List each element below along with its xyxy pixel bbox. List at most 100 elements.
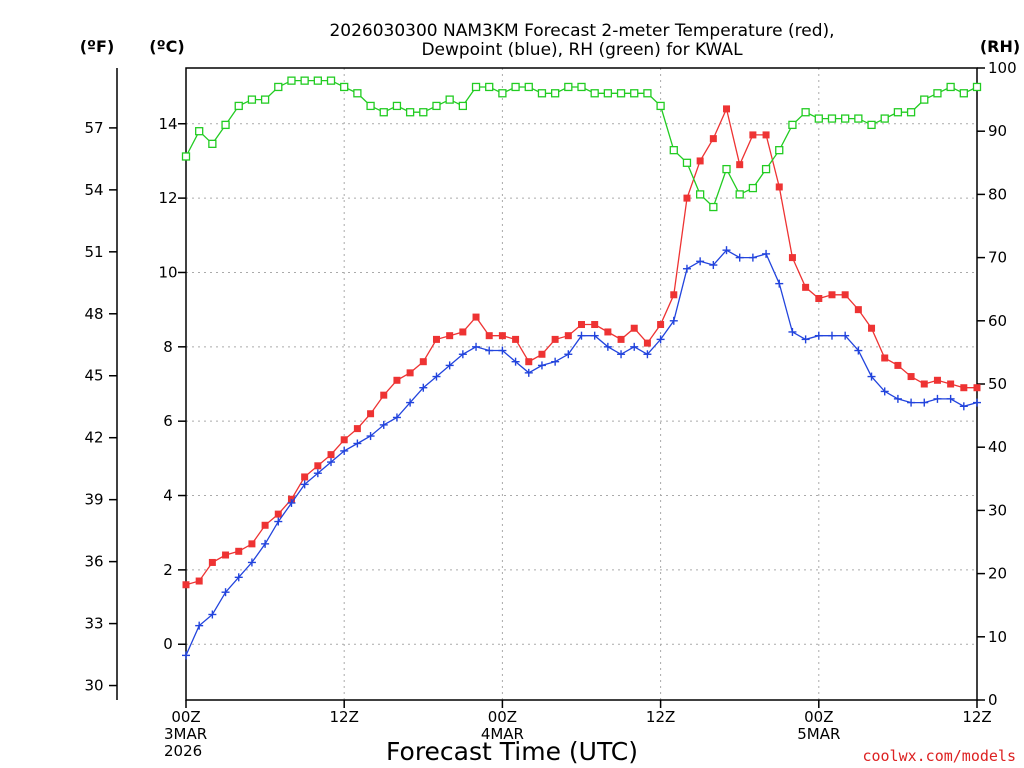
fahrenheit-tick-label: 39	[84, 491, 103, 509]
rh-point	[274, 82, 283, 92]
temperature-point	[881, 354, 889, 362]
rh-point	[709, 202, 718, 212]
dewpoint-point	[920, 398, 929, 407]
rh-point	[260, 95, 270, 104]
rh-tick-label: 60	[988, 312, 1007, 330]
x-tick-label: 2026	[164, 742, 202, 760]
rh-point	[880, 114, 889, 123]
temperature-point	[261, 521, 269, 529]
rh-point	[682, 158, 692, 167]
temperature-point	[367, 410, 375, 418]
dewpoint-point	[801, 335, 810, 344]
x-tick-label: 00Z	[804, 708, 833, 726]
rh-tick-label: 100	[988, 59, 1017, 77]
temperature-point	[788, 254, 796, 262]
rh-point	[550, 89, 560, 98]
rh-point	[485, 82, 494, 92]
x-tick-label: 3MAR	[164, 725, 207, 743]
dewpoint-point	[630, 342, 639, 351]
rh-point	[181, 152, 191, 161]
rh-point	[972, 82, 982, 92]
rh-point	[893, 108, 903, 117]
plot-frame	[185, 67, 978, 701]
rh-point	[379, 108, 388, 117]
temperature-point	[380, 391, 388, 399]
fahrenheit-tick-label: 42	[84, 429, 103, 447]
rh-point	[287, 76, 296, 85]
rh-point	[458, 101, 468, 111]
rh-tick-label: 50	[988, 375, 1007, 393]
temperature-point	[551, 335, 559, 343]
temperature-point	[591, 321, 599, 329]
x-tick-label: 4MAR	[481, 725, 524, 743]
fahrenheit-unit-label: (ºF)	[80, 37, 115, 56]
dewpoint-point	[406, 398, 415, 407]
temperature-point	[446, 332, 454, 340]
dewpoint-point	[458, 350, 467, 359]
dewpoint-point	[313, 469, 322, 478]
rh-point	[326, 76, 336, 85]
rh-point	[656, 101, 665, 111]
temperature-point	[485, 332, 493, 340]
rh-point	[946, 82, 955, 92]
dewpoint-point	[261, 539, 270, 548]
temperature-point	[222, 551, 230, 559]
rh-point	[353, 89, 362, 98]
dewpoint-point	[656, 335, 665, 344]
dewpoint-point	[973, 398, 981, 407]
dewpoint-point	[880, 387, 889, 396]
tick-labels: 0 2 4 6 8 10 12 14 30 33 36 39 42 45 48 51 54 57 0 10 20 30 40…	[84, 59, 1016, 760]
temperature-point	[775, 183, 783, 191]
dewpoint-point	[682, 264, 691, 273]
rh-point	[775, 146, 784, 155]
temperature-point	[841, 291, 849, 299]
rh-point	[761, 164, 771, 174]
rh-point	[340, 82, 349, 92]
dewpoint-point	[696, 257, 705, 266]
rh-tick-label: 0	[988, 691, 998, 709]
temperature-point	[235, 547, 243, 555]
rh-tick-label: 40	[988, 438, 1007, 456]
rh-tick-label: 30	[988, 501, 1007, 519]
rh-point	[920, 95, 929, 104]
x-tick-label: 00Z	[488, 708, 517, 726]
celsius-tick-label: 8	[163, 338, 173, 356]
dewpoint-point	[432, 372, 441, 381]
rh-tick-label: 80	[988, 185, 1007, 203]
dewpoint-point	[907, 398, 916, 407]
dewpoint-point	[722, 246, 731, 255]
temperature-point	[723, 105, 731, 113]
rh-point	[788, 120, 797, 130]
temperature-point	[657, 321, 665, 329]
rh-point	[933, 89, 942, 98]
fahrenheit-tick-label: 57	[84, 119, 103, 137]
dewpoint-point	[274, 517, 283, 526]
dewpoint-point	[603, 342, 612, 351]
rh-point	[524, 82, 533, 92]
temperature-point	[314, 462, 322, 470]
rh-point	[854, 114, 863, 123]
data-series	[181, 76, 982, 660]
dewpoint-point	[933, 394, 942, 403]
dewpoint-point	[959, 402, 968, 411]
celsius-unit-label: (ºC)	[149, 37, 184, 56]
temperature-point	[419, 358, 427, 366]
rh-point	[801, 108, 810, 117]
credit-label: coolwx.com/models	[862, 747, 1016, 765]
rh-point	[603, 89, 613, 98]
dewpoint-point	[617, 350, 626, 359]
rh-tick-label: 70	[988, 249, 1007, 267]
celsius-tick-label: 12	[158, 189, 177, 207]
rh-point	[722, 164, 731, 174]
x-tick-label: 5MAR	[797, 725, 840, 743]
temperature-point	[274, 510, 282, 518]
chart-title-line-2: Dewpoint (blue), RH (green) for KWAL	[421, 40, 743, 60]
celsius-tick-label: 14	[158, 115, 177, 133]
dewpoint-point	[537, 361, 546, 370]
dewpoint-point	[762, 249, 771, 258]
fahrenheit-tick-label: 51	[84, 243, 103, 261]
rh-point	[221, 120, 230, 130]
dewpoint-point	[445, 361, 454, 370]
temperature-point	[802, 283, 810, 291]
